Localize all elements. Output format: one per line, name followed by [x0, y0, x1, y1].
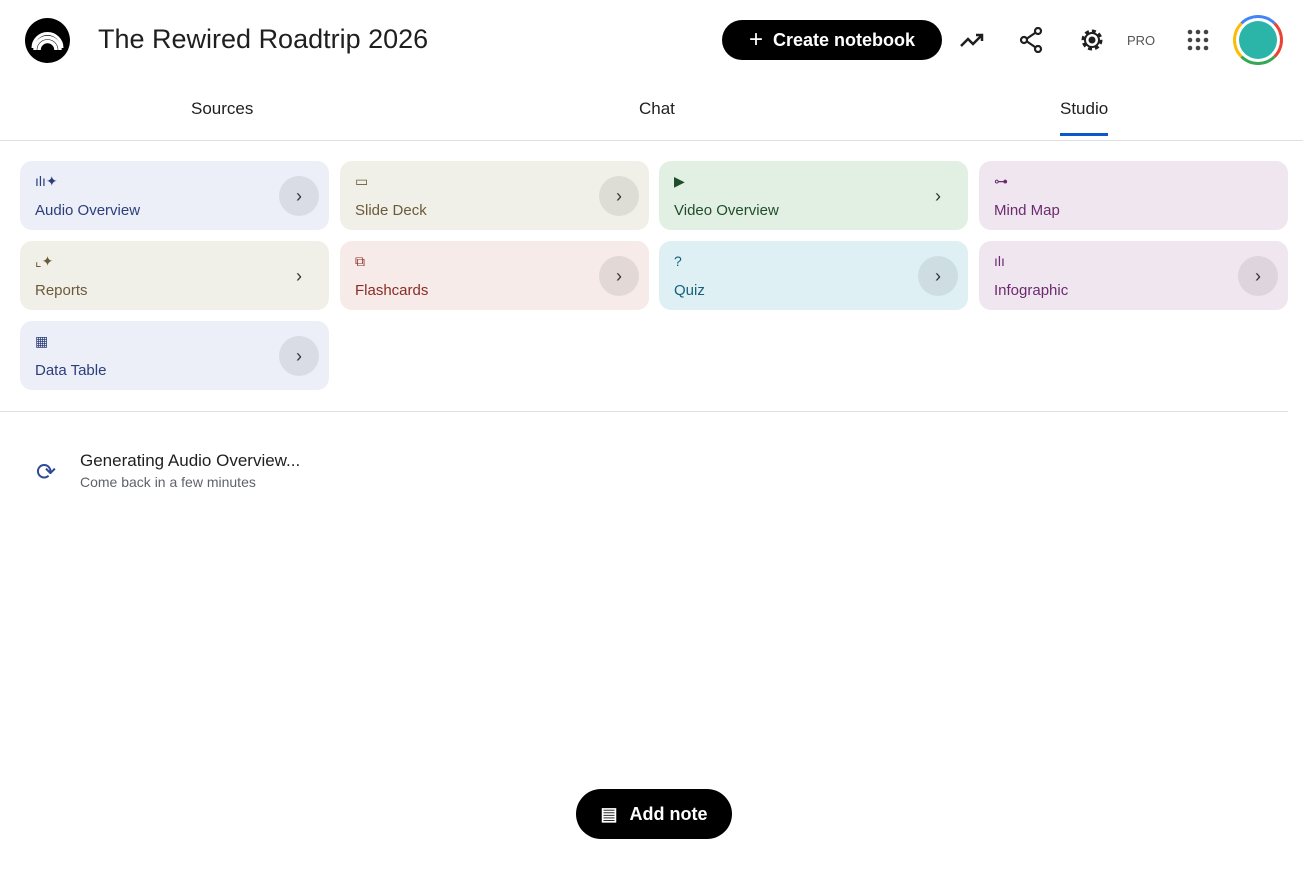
create-notebook-label: Create notebook	[772, 29, 916, 50]
studio-tool-label: Reports	[35, 282, 88, 299]
data-table-icon: ▦	[35, 333, 49, 349]
studio-tool-quiz[interactable]: ? Quiz ›	[659, 241, 968, 310]
studio-tool-slide-deck[interactable]: ▭ Slide Deck ›	[340, 161, 649, 230]
tab-chat[interactable]: Chat	[639, 99, 675, 118]
quiz-icon: ?	[674, 253, 682, 269]
pro-badge: PRO	[1127, 33, 1156, 48]
generating-audio-overview-item: ⟳ Generating Audio Overview... Come back…	[20, 432, 320, 512]
studio-tool-data-table[interactable]: ▦ Data Table ›	[20, 321, 329, 390]
chevron-right-icon[interactable]: ›	[599, 176, 639, 216]
studio-tool-label: Flashcards	[355, 282, 429, 299]
studio-tool-label: Audio Overview	[35, 202, 141, 219]
audio-waveform-sparkle-icon: ılı✦	[35, 173, 58, 189]
studio-tool-label: Mind Map	[994, 202, 1060, 219]
apps-grid-icon[interactable]	[1184, 26, 1212, 54]
chevron-right-icon[interactable]: ›	[935, 185, 941, 206]
sync-spinner-icon: ⟳	[36, 459, 57, 486]
studio-tool-mind-map[interactable]: ⊶ Mind Map	[979, 161, 1288, 230]
infographic-icon: ılı	[994, 253, 1005, 269]
studio-tool-reports[interactable]: ⌞✦ Reports ›	[20, 241, 329, 310]
studio-tool-video-overview[interactable]: ▶ Video Overview ›	[659, 161, 968, 230]
notebooklm-logo[interactable]	[25, 18, 70, 63]
note-icon: ▤	[600, 803, 618, 824]
generating-title: Generating Audio Overview...	[80, 451, 301, 470]
tab-bar: Sources Chat Studio	[0, 85, 1303, 141]
add-note-button[interactable]: ▤ Add note	[576, 789, 732, 839]
studio-tool-label: Data Table	[35, 362, 107, 379]
chevron-right-icon[interactable]: ›	[1238, 256, 1278, 296]
create-notebook-button[interactable]: + Create notebook	[722, 20, 942, 60]
chevron-right-icon[interactable]: ›	[296, 265, 302, 286]
studio-tool-label: Quiz	[674, 282, 705, 299]
user-avatar[interactable]	[1233, 15, 1283, 65]
share-icon[interactable]	[1017, 26, 1045, 54]
studio-tool-flashcards[interactable]: ⧉ Flashcards ›	[340, 241, 649, 310]
chevron-right-icon[interactable]: ›	[918, 256, 958, 296]
flashcards-icon: ⧉	[355, 253, 365, 269]
generating-subtitle: Come back in a few minutes	[80, 474, 256, 490]
studio-tool-label: Slide Deck	[355, 202, 427, 219]
tab-sources[interactable]: Sources	[191, 99, 254, 118]
plus-icon: +	[748, 26, 763, 53]
slides-icon: ▭	[355, 173, 369, 189]
notebook-title[interactable]: The Rewired Roadtrip 2026	[98, 24, 429, 54]
add-note-label: Add note	[629, 803, 708, 824]
studio-tool-label: Video Overview	[674, 202, 779, 219]
studio-tool-infographic[interactable]: ılı Infographic ›	[979, 241, 1288, 310]
video-icon: ▶	[674, 173, 685, 189]
settings-gear-icon[interactable]	[1078, 26, 1106, 54]
mind-map-icon: ⊶	[994, 173, 1008, 189]
analytics-trend-icon[interactable]	[958, 26, 986, 54]
chevron-right-icon[interactable]: ›	[279, 176, 319, 216]
reports-icon: ⌞✦	[35, 253, 54, 269]
chevron-right-icon[interactable]: ›	[279, 336, 319, 376]
tab-studio[interactable]: Studio	[1060, 99, 1109, 136]
studio-tool-audio-overview[interactable]: ılı✦ Audio Overview ›	[20, 161, 329, 230]
studio-tool-label: Infographic	[994, 282, 1069, 299]
divider	[0, 411, 1288, 412]
chevron-right-icon[interactable]: ›	[599, 256, 639, 296]
